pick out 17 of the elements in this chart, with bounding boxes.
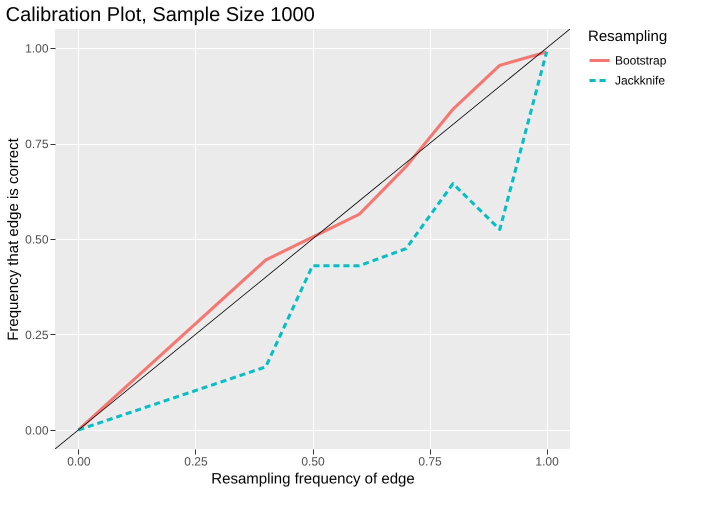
x-tick-label: 0.50: [301, 454, 325, 468]
y-tick-label: 0.50: [25, 232, 49, 246]
y-axis-title: Frequency that edge is correct: [5, 137, 22, 341]
x-tick-label: 1.00: [535, 454, 560, 468]
chart-title: Calibration Plot, Sample Size 1000: [6, 4, 315, 26]
x-tick-label: 0.25: [184, 454, 208, 468]
x-tick-label: 0.00: [67, 454, 91, 468]
y-tick-label: 0.25: [25, 328, 49, 342]
y-tick-label: 1.00: [25, 42, 49, 56]
x-tick-label: 0.75: [418, 454, 442, 468]
line-series: [76, 50, 548, 432]
legend-label: Jackknife: [615, 74, 666, 88]
legend-label: Bootstrap: [615, 54, 667, 68]
y-tick-label: 0.75: [25, 137, 49, 152]
legend-title: Resampling: [588, 28, 668, 45]
y-tick-label: 0.00: [25, 423, 49, 438]
x-axis-title: Resampling frequency of edge: [211, 470, 415, 488]
